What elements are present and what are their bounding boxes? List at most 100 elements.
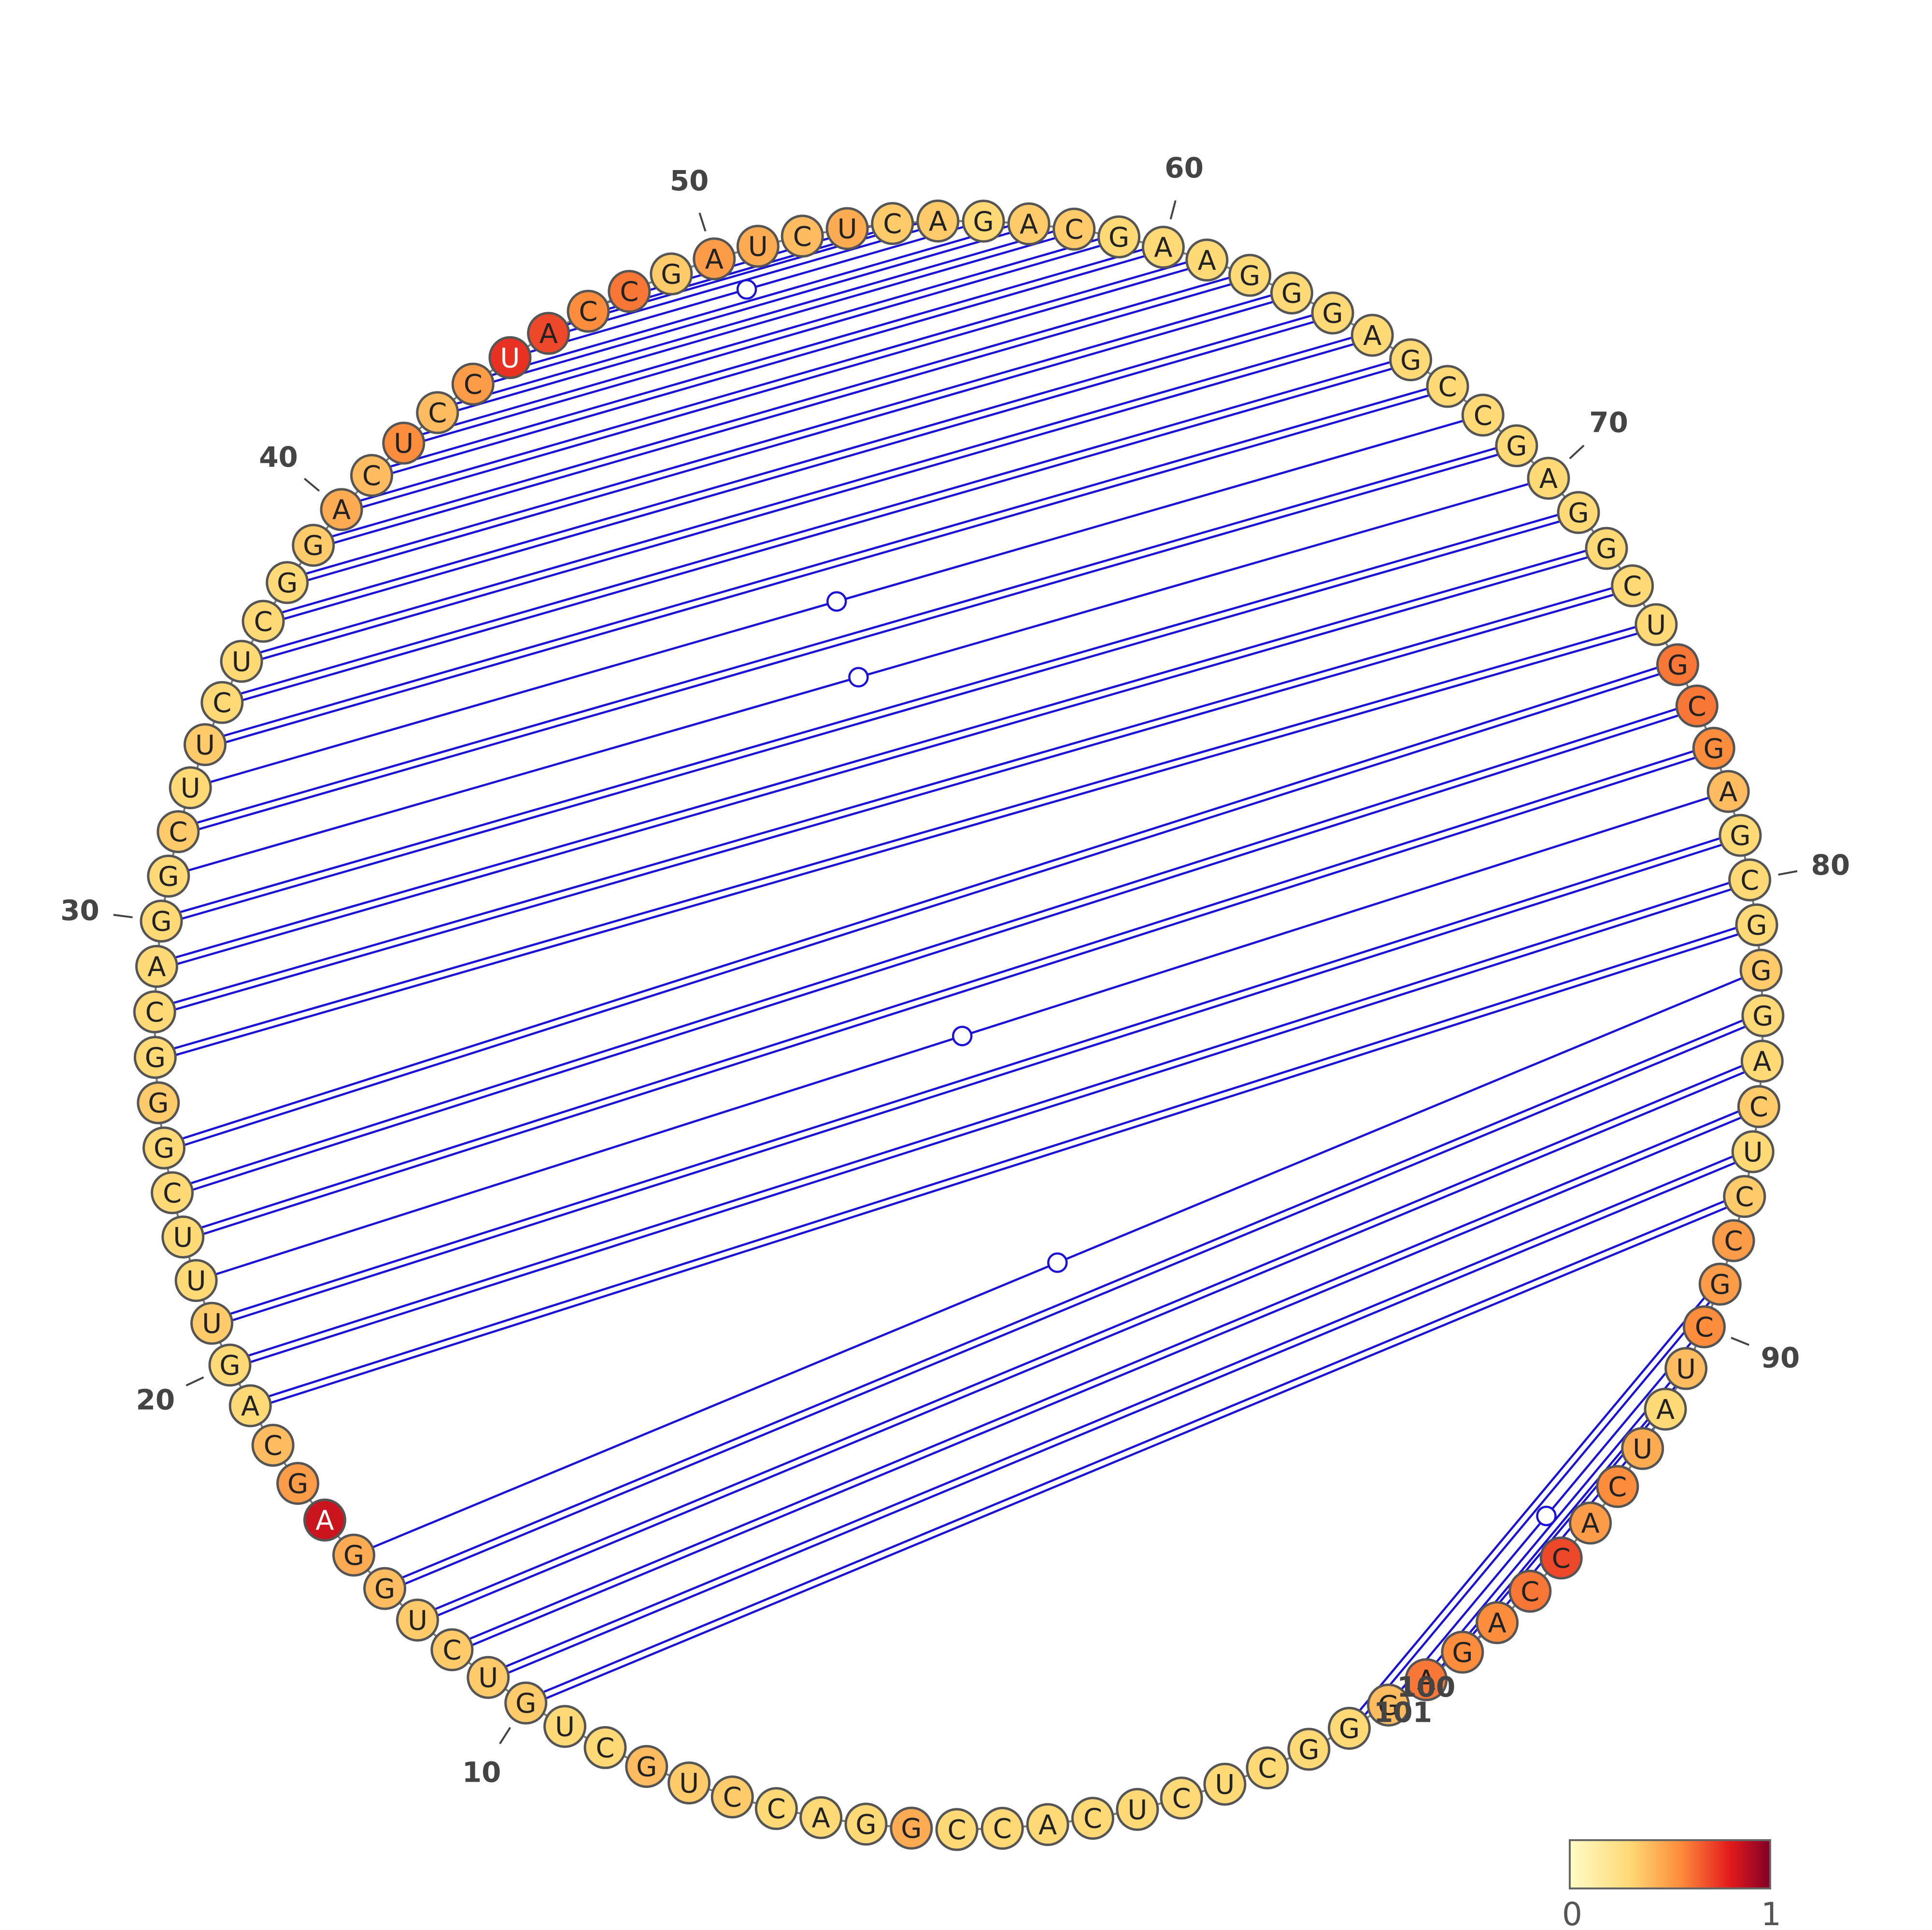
nucleotide-circle [161,1215,205,1258]
nucleotide-circle [890,1806,933,1850]
nucleotide-letter: C [1688,691,1706,722]
nucleotide-letter: C [169,816,187,848]
nucleotide-circle [276,1462,320,1505]
nucleotide-circle [1656,643,1700,686]
nucleotide-letter: U [1633,1433,1652,1465]
nucleotide-circle [140,900,183,943]
nucleotide-circle [396,1599,439,1642]
base-pair-line [230,882,1751,1370]
base-pair-line [251,927,1758,1410]
nucleotide-letter: C [1520,1576,1539,1608]
nucleotide-circle [962,200,1005,243]
nucleotide-letter: G [855,1809,876,1841]
nucleotide-circle [451,362,495,406]
base-pair-line [549,223,939,338]
nucleotide-letter: A [1581,1508,1599,1540]
nucleotide-circle [693,237,736,281]
nucleotide-letter: G [158,861,179,893]
gu-pair-marker [736,279,757,300]
nucleotide-circle [1731,1130,1775,1173]
nucleotide-circle [1557,491,1600,534]
nucleotide-letter: C [767,1794,786,1825]
base-pair-line [547,216,938,331]
position-label: 100 [1397,1671,1455,1703]
nucleotide-circle [1287,1728,1331,1771]
nucleotide-circle [825,207,869,250]
nucleotide-circle [1712,1219,1755,1262]
gu-pair-marker [1047,1252,1068,1273]
nucleotide-letter: C [1258,1753,1277,1785]
nucleotide-circle [133,1036,177,1079]
base-pair-line [162,660,1677,1146]
nucleotides: GGACCUGCUGUCUGGAGCAGUUUCGGGCAGGCUUCUCGGA… [133,200,1785,1851]
nucleotide-letter: A [1753,1046,1771,1078]
nucleotide-letter: U [1215,1769,1235,1801]
nucleotide-letter: G [219,1350,240,1382]
base-pair-line [213,837,1742,1328]
nucleotide-circle [251,1424,295,1467]
base-pair-line [203,382,1447,743]
nucleotide-circle [1389,338,1433,382]
nucleotide-letter: U [181,773,200,804]
base-pair-line [170,701,1696,1191]
nucleotide-circle [527,312,570,355]
base-pair-line [489,1154,1755,1682]
base-pair-line [156,627,1658,1062]
position-label: 10 [462,1756,501,1788]
nucleotide-circle [1739,948,1783,992]
nucleotide-circle [1596,1465,1639,1508]
base-pair-line [162,515,1580,926]
position-label: 50 [670,164,709,197]
base-pair-line [181,744,1713,1235]
nucleotide-circle [208,1344,252,1387]
nucleotide-circle [1476,1601,1519,1644]
base-pair-line [184,750,1716,1242]
nucleotide-circle [1740,1040,1784,1083]
nucleotide-circle [1007,202,1051,245]
nucleotide-letter: G [1596,533,1617,565]
base-pair-line [205,388,1449,749]
nucleotide-circle [608,270,651,313]
base-pair-line [262,308,1332,619]
nucleotide-letter: G [1730,820,1750,852]
nucleotide-circle [430,1628,474,1672]
nucleotide-letter: G [1704,733,1724,765]
nucleotide-circle [736,225,780,268]
base-pair-line [372,249,1165,480]
position-tick [1569,444,1585,459]
nucleotide-circle [320,488,363,531]
nucleotide-letter: C [1695,1312,1714,1343]
base-pair-line [526,1199,1747,1707]
nucleotide-circle [980,1807,1024,1850]
nucleotide-circle [1728,858,1772,901]
gu-pair-marker [826,591,847,612]
nucleotide-letter: G [1568,498,1589,529]
nucleotide-letter: A [1488,1608,1506,1639]
nucleotide-circle [1569,1501,1612,1545]
position-label: 70 [1589,406,1628,439]
nucleotide-circle [1664,1347,1708,1390]
nucleotide-letter: G [1400,345,1421,376]
nucleotide-circle [1644,1387,1687,1431]
nucleotide-circle [147,855,190,898]
nucleotide-letter: U [1743,1137,1763,1168]
nucleotide-circle [567,289,610,333]
base-pair-line [210,831,1740,1321]
base-pair-line [385,1017,1765,1593]
nucleotide-circle [1426,365,1469,408]
base-pairs [153,216,1765,1731]
nucleotide-letter: G [1506,431,1527,462]
nucleotide-letter: A [1417,1665,1435,1696]
nucleotide-circle [1585,527,1628,570]
nucleotide-letter: C [1065,214,1083,245]
nucleotide-letter: G [151,906,171,938]
nucleotide-circle [133,990,176,1033]
base-pair-line [402,232,1119,441]
nucleotide-letter: U [1127,1794,1147,1826]
nucleotide-circle [1723,1175,1766,1218]
nucleotide-circle [200,681,244,724]
nucleotide-circle [1052,207,1096,251]
nucleotide-letter: G [973,206,994,238]
nucleotide-letter: G [1746,910,1767,941]
position-tick [1778,870,1798,876]
